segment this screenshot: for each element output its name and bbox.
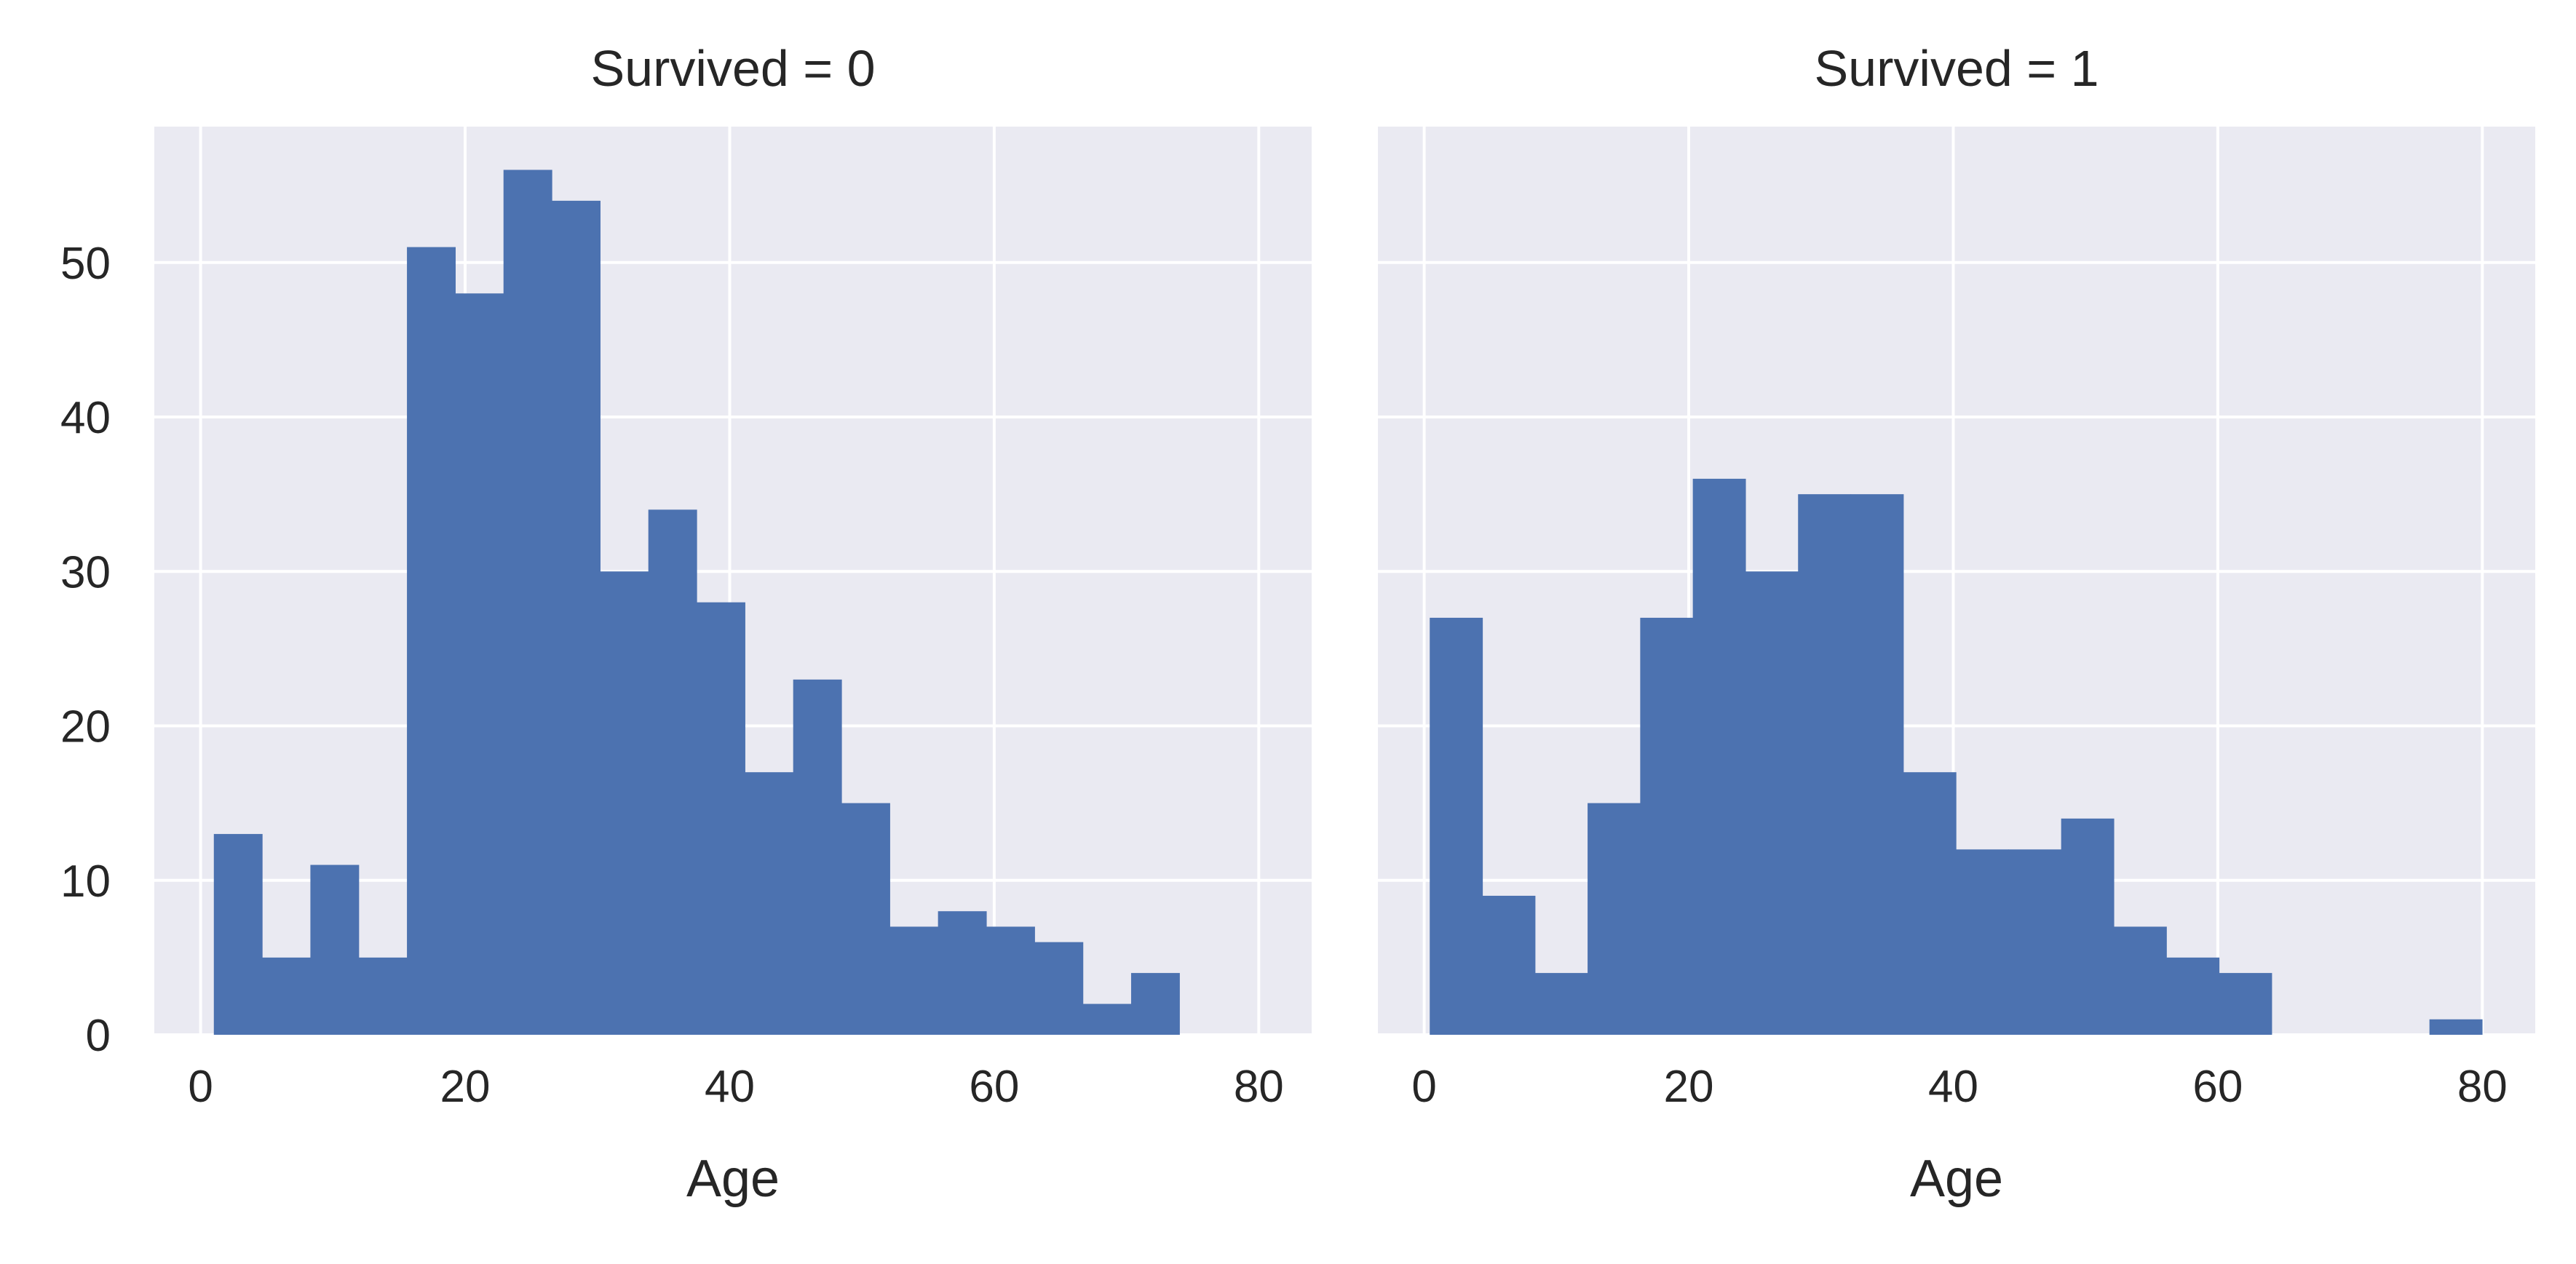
x-axis-label: Age (1910, 1150, 2003, 1208)
histogram-bar (1956, 849, 2009, 1035)
panel-survived-0: Survived = 0 Age 0 20 40 60 80 0 10 20 30 40 50 (60, 40, 1312, 1208)
histogram-bar (1082, 1003, 1132, 1035)
histogram-bar (407, 247, 456, 1035)
x-tick-label: 40 (705, 1062, 755, 1112)
histogram-bar (745, 772, 794, 1035)
histogram-bar (793, 679, 842, 1035)
x-tick-label: 0 (1411, 1062, 1436, 1112)
histogram-bar (889, 926, 939, 1035)
histogram-bar (697, 602, 745, 1035)
histogram-bar (2113, 926, 2167, 1035)
x-tick-label: 80 (2457, 1062, 2508, 1112)
histogram-bar (213, 834, 263, 1035)
histogram-bar (1482, 895, 1536, 1035)
y-tick-label: 20 (60, 702, 111, 752)
histogram-bar (1034, 942, 1084, 1035)
histogram-bar (1588, 803, 1641, 1035)
y-tick-label: 0 (86, 1011, 111, 1061)
histogram-bar (648, 509, 697, 1035)
histogram-bar (841, 803, 890, 1035)
panel-title: Survived = 0 (590, 40, 875, 97)
histogram-bar (1798, 494, 1852, 1035)
histogram-bar (986, 926, 1035, 1035)
histogram-bar (1850, 494, 1904, 1035)
histogram-bar (938, 911, 987, 1035)
x-tick-label: 20 (1664, 1062, 1714, 1112)
x-axis-label: Age (686, 1150, 780, 1208)
histogram-bar (503, 170, 552, 1035)
histogram-bar (552, 200, 601, 1035)
histogram-bar (2219, 973, 2272, 1035)
histogram-bar (1430, 617, 1483, 1035)
histogram-bar (1534, 973, 1588, 1035)
histogram-bar (455, 293, 504, 1035)
histogram-bar (2061, 818, 2115, 1035)
panel-survived-1: Survived = 1 Age 0 20 40 60 80 (1378, 40, 2535, 1208)
histogram-bar (2008, 849, 2062, 1035)
histogram-bar (358, 957, 408, 1035)
x-tick-label: 40 (1928, 1062, 1978, 1112)
y-tick-label: 30 (60, 547, 111, 597)
y-tick-label: 40 (60, 393, 111, 443)
histogram-bar (2166, 957, 2220, 1035)
x-tick-label: 20 (440, 1062, 491, 1112)
histogram-bar (310, 864, 360, 1035)
histogram-bar (1640, 617, 1694, 1035)
histogram-bar (1903, 772, 1957, 1035)
histogram-bar (262, 957, 312, 1035)
y-tick-label: 50 (60, 239, 111, 289)
x-tick-label: 0 (188, 1062, 213, 1112)
histogram-bar (1745, 571, 1799, 1035)
x-tick-label: 60 (2192, 1062, 2243, 1112)
y-tick-label: 10 (60, 856, 111, 907)
x-tick-label: 80 (1234, 1062, 1284, 1112)
histogram-bar (1130, 973, 1180, 1035)
histogram-bar (2429, 1019, 2483, 1035)
panel-title: Survived = 1 (1814, 40, 2099, 97)
x-tick-label: 60 (969, 1062, 1019, 1112)
histogram-bar (1692, 478, 1746, 1035)
histogram-bar (600, 571, 649, 1035)
